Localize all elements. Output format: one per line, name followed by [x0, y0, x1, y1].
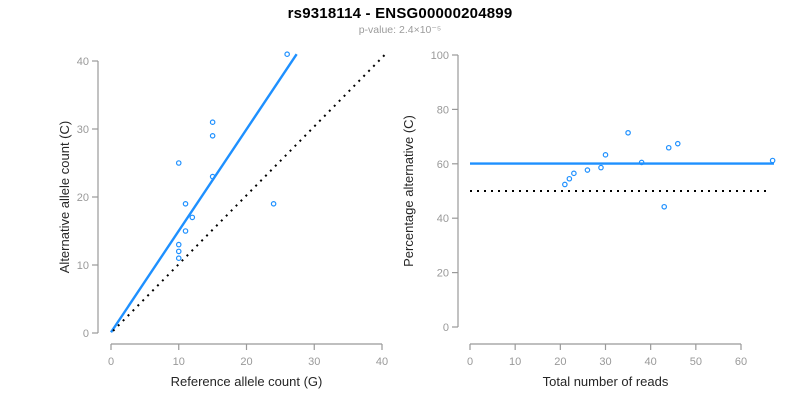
x-axis-title: Total number of reads	[543, 374, 669, 389]
data-point	[571, 170, 577, 177]
data-point	[661, 203, 668, 210]
y-tick-label: 80	[437, 104, 449, 116]
data-point	[175, 255, 182, 262]
data-point	[270, 201, 277, 207]
y-tick-label: 10	[77, 260, 89, 272]
y-tick-label: 20	[437, 268, 449, 280]
x-tick-label: 30	[599, 356, 611, 368]
data-point	[209, 133, 216, 139]
data-point	[602, 152, 609, 158]
x-tick-label: 50	[690, 356, 702, 368]
data-point	[209, 119, 216, 126]
data-point	[638, 159, 645, 166]
x-tick-label: 10	[509, 356, 521, 368]
data-point	[598, 164, 604, 171]
y-axis-title: Percentage alternative (C)	[401, 115, 416, 267]
x-tick-label: 40	[376, 356, 388, 368]
data-point	[182, 228, 189, 234]
data-point	[625, 129, 631, 136]
x-tick-label: 60	[735, 356, 747, 368]
y-tick-label: 0	[83, 328, 89, 340]
x-tick-label: 0	[108, 356, 114, 368]
data-point	[209, 173, 216, 180]
data-point	[175, 248, 182, 255]
y-tick-label: 40	[437, 213, 449, 225]
x-tick-label: 20	[240, 356, 252, 368]
data-point	[182, 201, 189, 207]
data-point	[584, 167, 591, 173]
regression-line	[110, 53, 298, 333]
data-point	[665, 144, 672, 151]
y-tick-label: 30	[77, 124, 89, 136]
data-point	[769, 157, 776, 164]
y-tick-label: 100	[431, 50, 449, 62]
data-point	[674, 140, 681, 147]
y-tick-label: 60	[437, 159, 449, 171]
y-tick-label: 40	[77, 56, 89, 68]
identity-line	[112, 53, 387, 332]
data-point	[562, 181, 568, 188]
x-tick-label: 0	[467, 356, 473, 368]
data-point	[189, 214, 196, 221]
x-axis-title: Reference allele count (G)	[171, 374, 323, 389]
percentage-vs-reads-scatter: 0 20 40 60 80 100 0 10 20 30 40 50 60 Total number of…	[401, 50, 776, 389]
data-point	[566, 175, 573, 182]
x-tick-label: 40	[645, 356, 657, 368]
y-axis-title: Alternative allele count (C)	[57, 121, 72, 273]
x-tick-label: 10	[173, 356, 185, 368]
figure-subtitle-pvalue: p-value: 2.4×10⁻⁵	[358, 24, 442, 36]
x-tick-label: 20	[554, 356, 566, 368]
x-tick-label: 30	[308, 356, 320, 368]
allele-count-scatter: 0 10 20 30 40 0 10 20 30 40 Reference allele count…	[57, 51, 388, 389]
y-tick-label: 20	[77, 192, 89, 204]
y-tick-label: 0	[443, 322, 449, 334]
data-point	[175, 160, 182, 166]
data-point	[175, 241, 182, 248]
figure-title: rs9318114 - ENSG00000204899	[287, 5, 513, 22]
data-point	[284, 51, 290, 58]
